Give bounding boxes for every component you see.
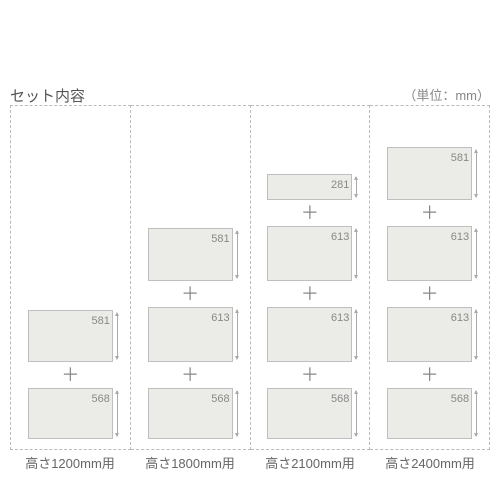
panel: 581 (28, 310, 113, 362)
panel: 581 (387, 147, 472, 199)
panel: 613 (267, 307, 352, 362)
plus-icon: ＋ (421, 285, 439, 303)
dimension-arrow (117, 391, 118, 436)
plus-icon: ＋ (181, 366, 199, 384)
dimension-label: 581 (211, 233, 229, 245)
column: 581 ＋ 568 (10, 105, 131, 450)
panel: 613 (148, 307, 233, 362)
dimension-label: 613 (331, 231, 349, 243)
dimension-arrow (476, 391, 477, 436)
columns-container: 581 ＋ 568 581 ＋ 613 ＋ 568 281 ＋ 613 ＋ 613 ＋ 568 581 ＋ 613… (10, 105, 490, 450)
column-label: 高さ2400mm用 (370, 453, 490, 472)
dimension-arrow (117, 313, 118, 359)
panel: 613 (387, 226, 472, 281)
dimension-arrow (476, 310, 477, 359)
dimension-label: 281 (331, 179, 349, 191)
plus-icon: ＋ (301, 204, 319, 222)
dimension-arrow (356, 229, 357, 278)
panel: 568 (387, 388, 472, 439)
panel: 568 (148, 388, 233, 439)
panel: 613 (387, 307, 472, 362)
plus-icon: ＋ (61, 366, 79, 384)
dimension-arrow (356, 391, 357, 436)
panel: 568 (267, 388, 352, 439)
column-label: 高さ2100mm用 (250, 453, 370, 472)
panel: 281 (267, 174, 352, 199)
dimension-label: 581 (451, 152, 469, 164)
unit-label: （単位：mm） (403, 85, 490, 104)
dimension-label: 581 (92, 315, 110, 327)
dimension-label: 613 (211, 312, 229, 324)
plus-icon: ＋ (301, 366, 319, 384)
dimension-label: 613 (451, 231, 469, 243)
dimension-arrow (356, 177, 357, 196)
column-label: 高さ1800mm用 (130, 453, 250, 472)
dimension-label: 568 (451, 393, 469, 405)
plus-icon: ＋ (301, 285, 319, 303)
dimension-label: 568 (92, 393, 110, 405)
panel: 581 (148, 228, 233, 280)
panel: 613 (267, 226, 352, 281)
dimension-arrow (476, 229, 477, 278)
dimension-label: 568 (211, 393, 229, 405)
dimension-arrow (476, 150, 477, 196)
dimension-arrow (237, 391, 238, 436)
plus-icon: ＋ (421, 366, 439, 384)
column: 581 ＋ 613 ＋ 613 ＋ 568 (370, 105, 490, 450)
plus-icon: ＋ (181, 285, 199, 303)
labels-row: 高さ1200mm用高さ1800mm用高さ2100mm用高さ2400mm用 (10, 453, 490, 472)
dimension-label: 613 (451, 312, 469, 324)
dimension-arrow (356, 310, 357, 359)
column: 581 ＋ 613 ＋ 568 (131, 105, 251, 450)
title: セット内容 (10, 85, 85, 106)
panel: 568 (28, 388, 113, 439)
dimension-arrow (237, 310, 238, 359)
plus-icon: ＋ (421, 204, 439, 222)
dimension-arrow (237, 231, 238, 277)
dimension-label: 568 (331, 393, 349, 405)
column: 281 ＋ 613 ＋ 613 ＋ 568 (251, 105, 371, 450)
dimension-label: 613 (331, 312, 349, 324)
column-label: 高さ1200mm用 (10, 453, 130, 472)
